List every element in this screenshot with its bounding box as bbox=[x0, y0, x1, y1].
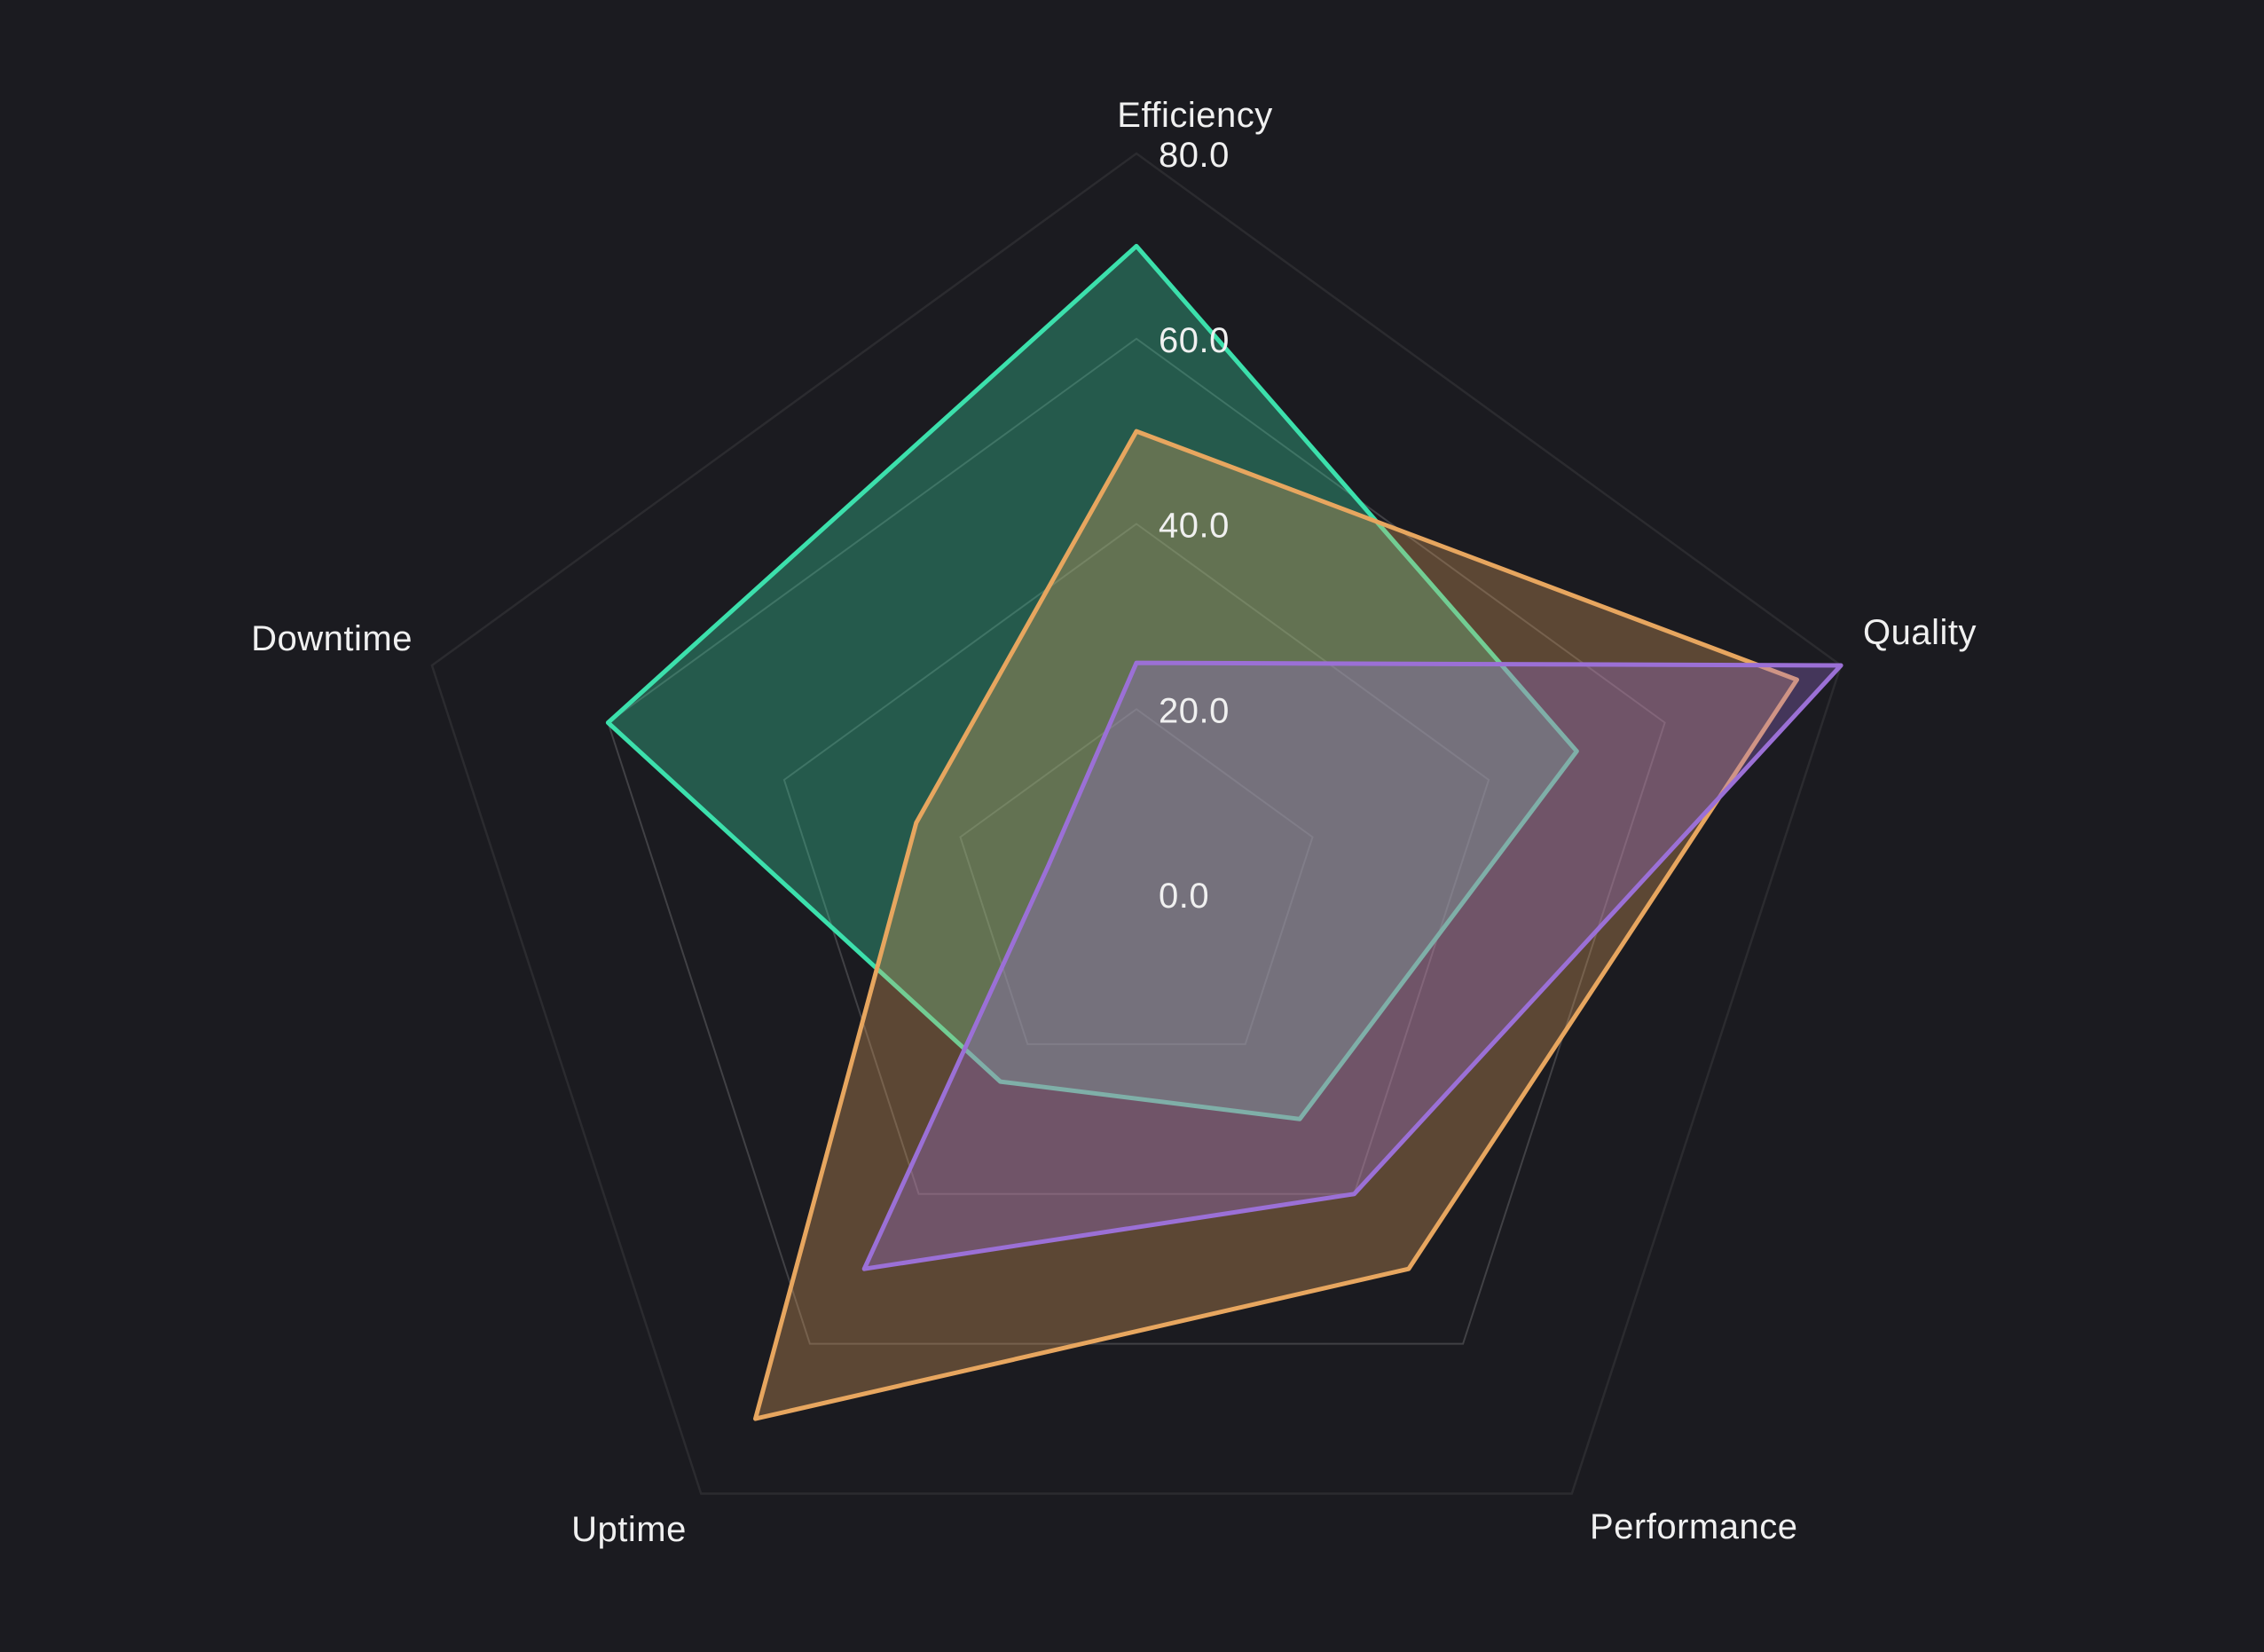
grid-ring-60 bbox=[607, 337, 1666, 1345]
grid-ring-40 bbox=[782, 523, 1490, 1195]
axis-label-quality: Quality bbox=[1863, 613, 1977, 652]
radial-tick-label-60: 60.0 bbox=[1159, 321, 1230, 360]
axis-label-uptime: Uptime bbox=[571, 1510, 687, 1549]
radial-tick-label-0: 0.0 bbox=[1159, 877, 1209, 916]
series-1-polygon bbox=[605, 243, 1579, 1121]
grid-ring-80 bbox=[430, 152, 1843, 1495]
series-3-polygon bbox=[861, 660, 1843, 1271]
radial-tick-label-40: 40.0 bbox=[1159, 507, 1230, 546]
series-2-polygon bbox=[753, 429, 1799, 1421]
radial-tick-label-80: 80.0 bbox=[1159, 136, 1230, 175]
axis-label-performance: Performance bbox=[1590, 1507, 1797, 1546]
radial-tick-label-20: 20.0 bbox=[1159, 691, 1230, 730]
grid-ring-20 bbox=[959, 708, 1314, 1045]
axis-label-efficiency: Efficiency bbox=[1117, 96, 1272, 135]
axis-label-downtime: Downtime bbox=[251, 619, 413, 658]
